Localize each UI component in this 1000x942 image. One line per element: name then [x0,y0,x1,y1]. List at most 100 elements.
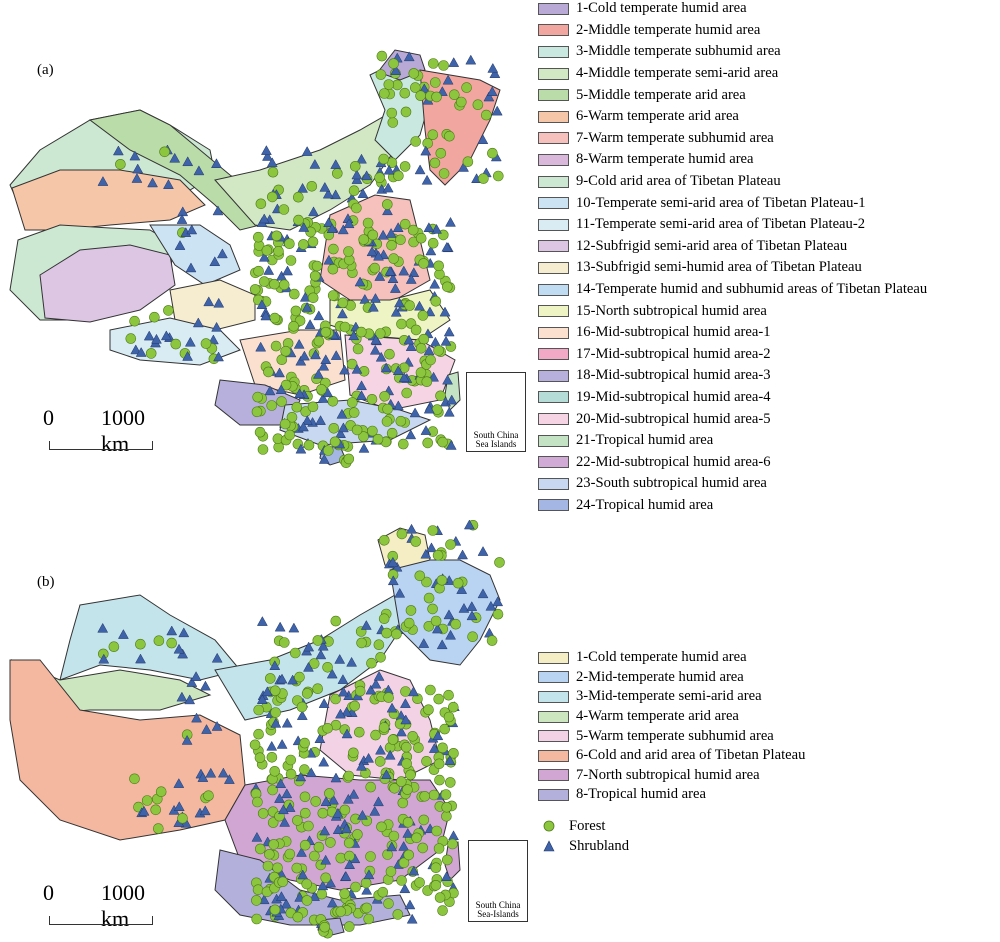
shrubland-point [384,749,396,760]
forest-point [293,214,304,226]
shrubland-point [260,310,272,321]
blue-triangle-icon [543,840,555,852]
shrubland-point [443,406,455,417]
forest-point [386,107,398,119]
forest-point [115,159,126,170]
shrubland-point [181,734,193,745]
panel_a-legend-item: 6-Warm temperate arid area [538,106,927,128]
shrubland-point [351,169,363,180]
forest-point [444,777,456,788]
shrubland-point [213,297,225,308]
shrubland-point [380,362,392,373]
forest-point [428,789,440,801]
shrubland-point [443,326,455,337]
forest-point [383,898,394,909]
forest-point [439,723,451,735]
forest-point [375,652,386,663]
shrubland-point [414,300,425,311]
shrubland-point [361,170,373,181]
scale-zero-b: 0 [43,880,54,905]
shrubland-point [317,640,329,651]
shrubland-point [373,250,384,261]
forest-point [361,902,373,914]
forest-point [430,879,442,891]
forest-point [285,754,297,766]
forest-point [423,704,434,715]
shrubland-point [256,694,268,704]
shrubland-point [429,278,441,289]
forest-point [269,278,280,290]
forest-point [432,549,444,561]
shrubland-point [465,54,477,65]
shrubland-point [382,205,393,216]
forest-point [324,788,335,799]
legend-label: 4-Warm temperate arid area [576,708,739,725]
shrubland-point [380,769,392,780]
forest-point [322,662,333,673]
shrubland-point [336,408,348,419]
forest-point [299,791,311,803]
panel_a-legend-item: 20-Mid-subtropical humid area-5 [538,408,927,430]
forest-point [348,185,360,196]
forest-point [448,89,460,100]
shrubland-point [445,216,456,227]
shrubland-point [485,600,497,611]
shrubland-point [297,421,309,432]
forest-point [378,722,390,733]
shrubland-point [387,575,399,586]
shrubland-point [344,859,356,869]
forest-point [294,671,305,683]
shrubland-point [360,619,372,630]
forest-point [328,243,339,255]
shrubland-point [445,629,457,640]
legend-swatch [538,413,569,426]
legend-swatch [538,788,569,801]
shrubland-point [301,146,313,156]
shrubland-point [130,344,142,355]
legend-label: 8-Tropical humid area [576,786,706,803]
shrubland-point [151,333,162,344]
forest-point [319,921,331,933]
legend-label: 6-Warm temperate arid area [576,108,739,125]
shrubland-point [387,273,399,283]
inset-caption-a-line2: Sea Islands [475,439,517,449]
shrubland-point [367,301,379,312]
forest-point [129,315,140,327]
forest-point [343,837,355,849]
shrubland-point [385,227,397,238]
forest-point [360,877,372,889]
forest-point [405,605,417,616]
shrubland-point [486,86,498,96]
panel_a-legend-item: 18-Mid-subtropical humid area-3 [538,365,927,387]
shrubland-point [217,767,229,778]
shrubland-point [255,341,267,352]
forest-point [264,848,275,860]
shrubland-point [423,403,435,414]
forest-point [372,433,384,445]
china-map-a [9,49,504,469]
shrubland-point [320,354,332,364]
forest-point [376,50,388,62]
forest-point [417,842,429,854]
shrubland-point [260,145,272,155]
forest-point [398,857,410,869]
forest-point [418,814,430,826]
forest-point [261,245,273,256]
shrubland-point [375,351,387,362]
forest-point [374,172,385,183]
shrubland-point [398,265,410,276]
forest-point [267,166,279,178]
shrubland-point [315,415,326,425]
shrubland-point [288,622,300,633]
shrubland-point [382,182,394,193]
shrubland-point [295,443,307,454]
shrubland-point [374,271,386,281]
shrubland-point [203,296,215,307]
forest-point [200,338,212,349]
forest-point [257,808,269,819]
shrubland-point [280,898,292,909]
inset-caption-a-line1: South China [473,430,519,440]
shrubland-point [442,374,453,385]
forest-point [370,729,381,741]
legend-swatch [538,749,569,762]
